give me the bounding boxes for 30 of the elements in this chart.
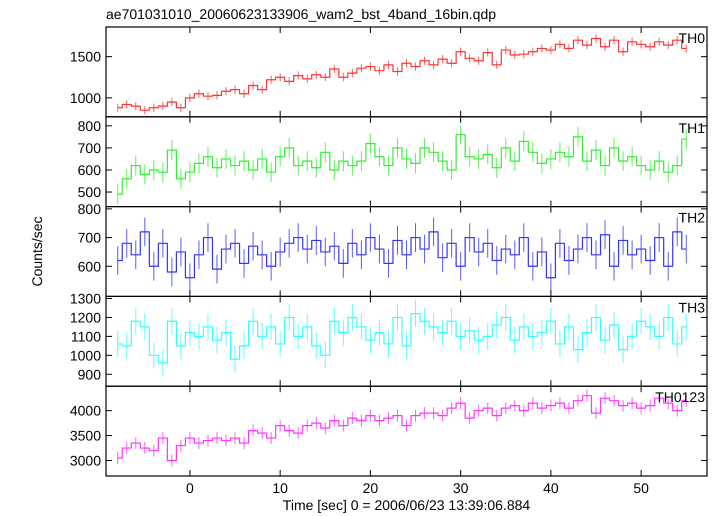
x-axis-title: Time [sec] 0 = 2006/06/23 13:39:06.884	[282, 497, 530, 513]
series-label: TH0	[678, 30, 706, 46]
series-label: TH1	[678, 120, 706, 136]
x-tick-label: 50	[633, 480, 650, 496]
y-tick-label: 1100	[70, 328, 102, 344]
y-tick-label: 1300	[70, 290, 102, 306]
y-tick-label: 1000	[70, 90, 102, 106]
y-tick-label: 3500	[70, 428, 102, 444]
y-tick-label: 1000	[70, 347, 102, 364]
y-tick-label: 800	[78, 200, 102, 217]
y-tick-label: 1500	[70, 48, 102, 65]
y-tick-label: 700	[78, 140, 102, 156]
x-tick-label: 0	[186, 480, 194, 496]
x-tick-label: 20	[362, 480, 378, 496]
x-tick-label: 10	[272, 480, 288, 496]
y-tick-label: 4000	[70, 402, 102, 419]
y-tick-label: 700	[78, 230, 102, 246]
x-tick-label: 30	[452, 480, 469, 496]
x-tick-label: 40	[543, 480, 559, 496]
y-tick-label: 600	[78, 162, 102, 178]
y-tick-label: 3000	[70, 452, 102, 469]
chart-title: ae701031010_20060623133906_wam2_bst_4band_16bin.qdp	[106, 6, 496, 22]
series-label: TH3	[678, 299, 706, 316]
y-tick-label: 1200	[70, 309, 102, 326]
y-tick-label: 900	[78, 366, 102, 382]
y-tick-label: 500	[78, 184, 102, 200]
y-tick-label: 800	[78, 118, 102, 134]
series-label: TH2	[678, 210, 706, 226]
y-axis-title: Counts/sec	[29, 216, 45, 287]
y-tick-label: 600	[78, 258, 102, 274]
